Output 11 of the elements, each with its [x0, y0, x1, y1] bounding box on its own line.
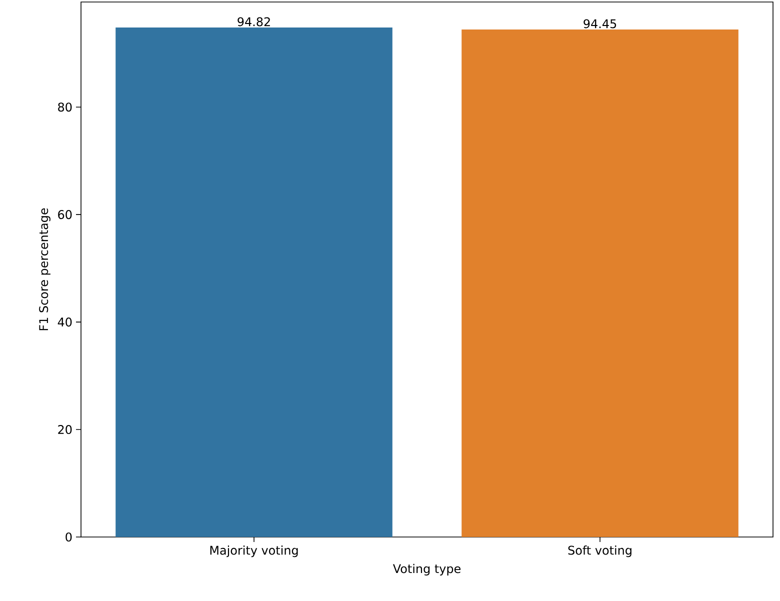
y-tick-label: 20 — [58, 425, 72, 434]
y-tick-label: 80 — [58, 102, 72, 112]
x-axis-title: Voting type — [392, 564, 460, 576]
y-tick-label: 60 — [58, 210, 72, 220]
x-tick-label: Soft voting — [568, 546, 632, 558]
y-tick-label: 40 — [58, 318, 72, 327]
data-label: 94.82 — [238, 17, 270, 26]
y-tick-label: 0 — [66, 532, 72, 542]
data-label: 94.45 — [584, 19, 616, 28]
x-tick-label: Majority voting — [210, 546, 298, 558]
y-axis-title: F1 Score percentage — [39, 208, 50, 330]
